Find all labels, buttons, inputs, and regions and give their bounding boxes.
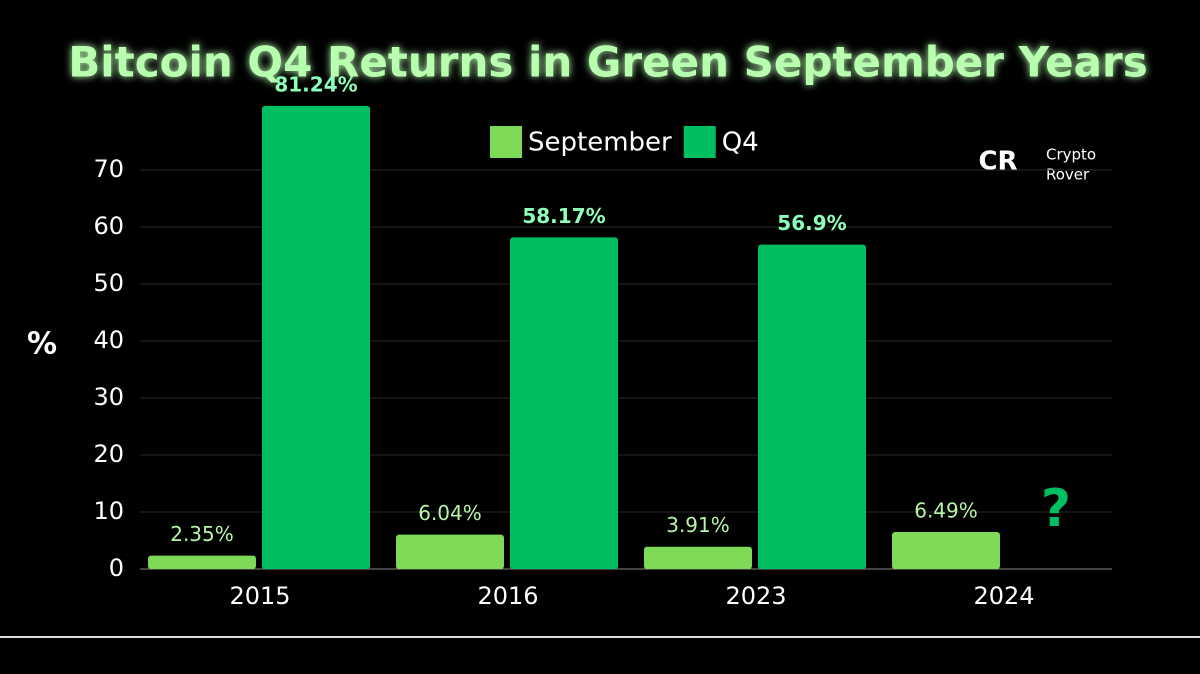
y-tick-label: 10 (93, 497, 124, 525)
y-tick-label: 20 (93, 440, 124, 468)
logo: CR (978, 147, 1017, 177)
bar (758, 244, 866, 570)
bar (644, 546, 752, 569)
data-label: 6.04% (418, 501, 482, 525)
data-label: 58.17% (522, 204, 605, 228)
watermark-text: Crypto (1046, 146, 1096, 164)
data-label: 81.24% (274, 72, 357, 96)
y-tick-label: 30 (93, 383, 124, 411)
y-axis-label: % (27, 327, 57, 362)
bar (396, 534, 504, 569)
data-label: 2.35% (170, 522, 234, 546)
chart-title: Bitcoin Q4 Returns in Green September Ye… (68, 38, 1147, 87)
legend-label: Q4 (722, 128, 759, 158)
bar (148, 555, 256, 569)
y-tick-label: 0 (109, 554, 124, 582)
data-label: 56.9% (777, 211, 846, 235)
y-tick-label: 50 (93, 269, 124, 297)
y-tick-label: 70 (93, 155, 124, 183)
legend-swatch (490, 126, 522, 158)
data-label: 6.49% (914, 499, 978, 523)
legend-swatch (683, 126, 716, 158)
data-label: 3.91% (666, 513, 730, 537)
bar (262, 105, 370, 569)
legend-label: September (528, 128, 672, 158)
annotation: ? (1041, 479, 1071, 539)
x-tick-label: 2016 (477, 582, 538, 610)
y-tick-label: 40 (93, 326, 124, 354)
watermark-text: Rover (1046, 166, 1090, 184)
y-tick-label: 60 (93, 212, 124, 240)
bar (510, 237, 618, 569)
x-tick-label: 2015 (229, 582, 290, 610)
bar (892, 532, 1000, 569)
x-tick-label: 2023 (725, 582, 786, 610)
x-tick-label: 2024 (973, 582, 1034, 610)
